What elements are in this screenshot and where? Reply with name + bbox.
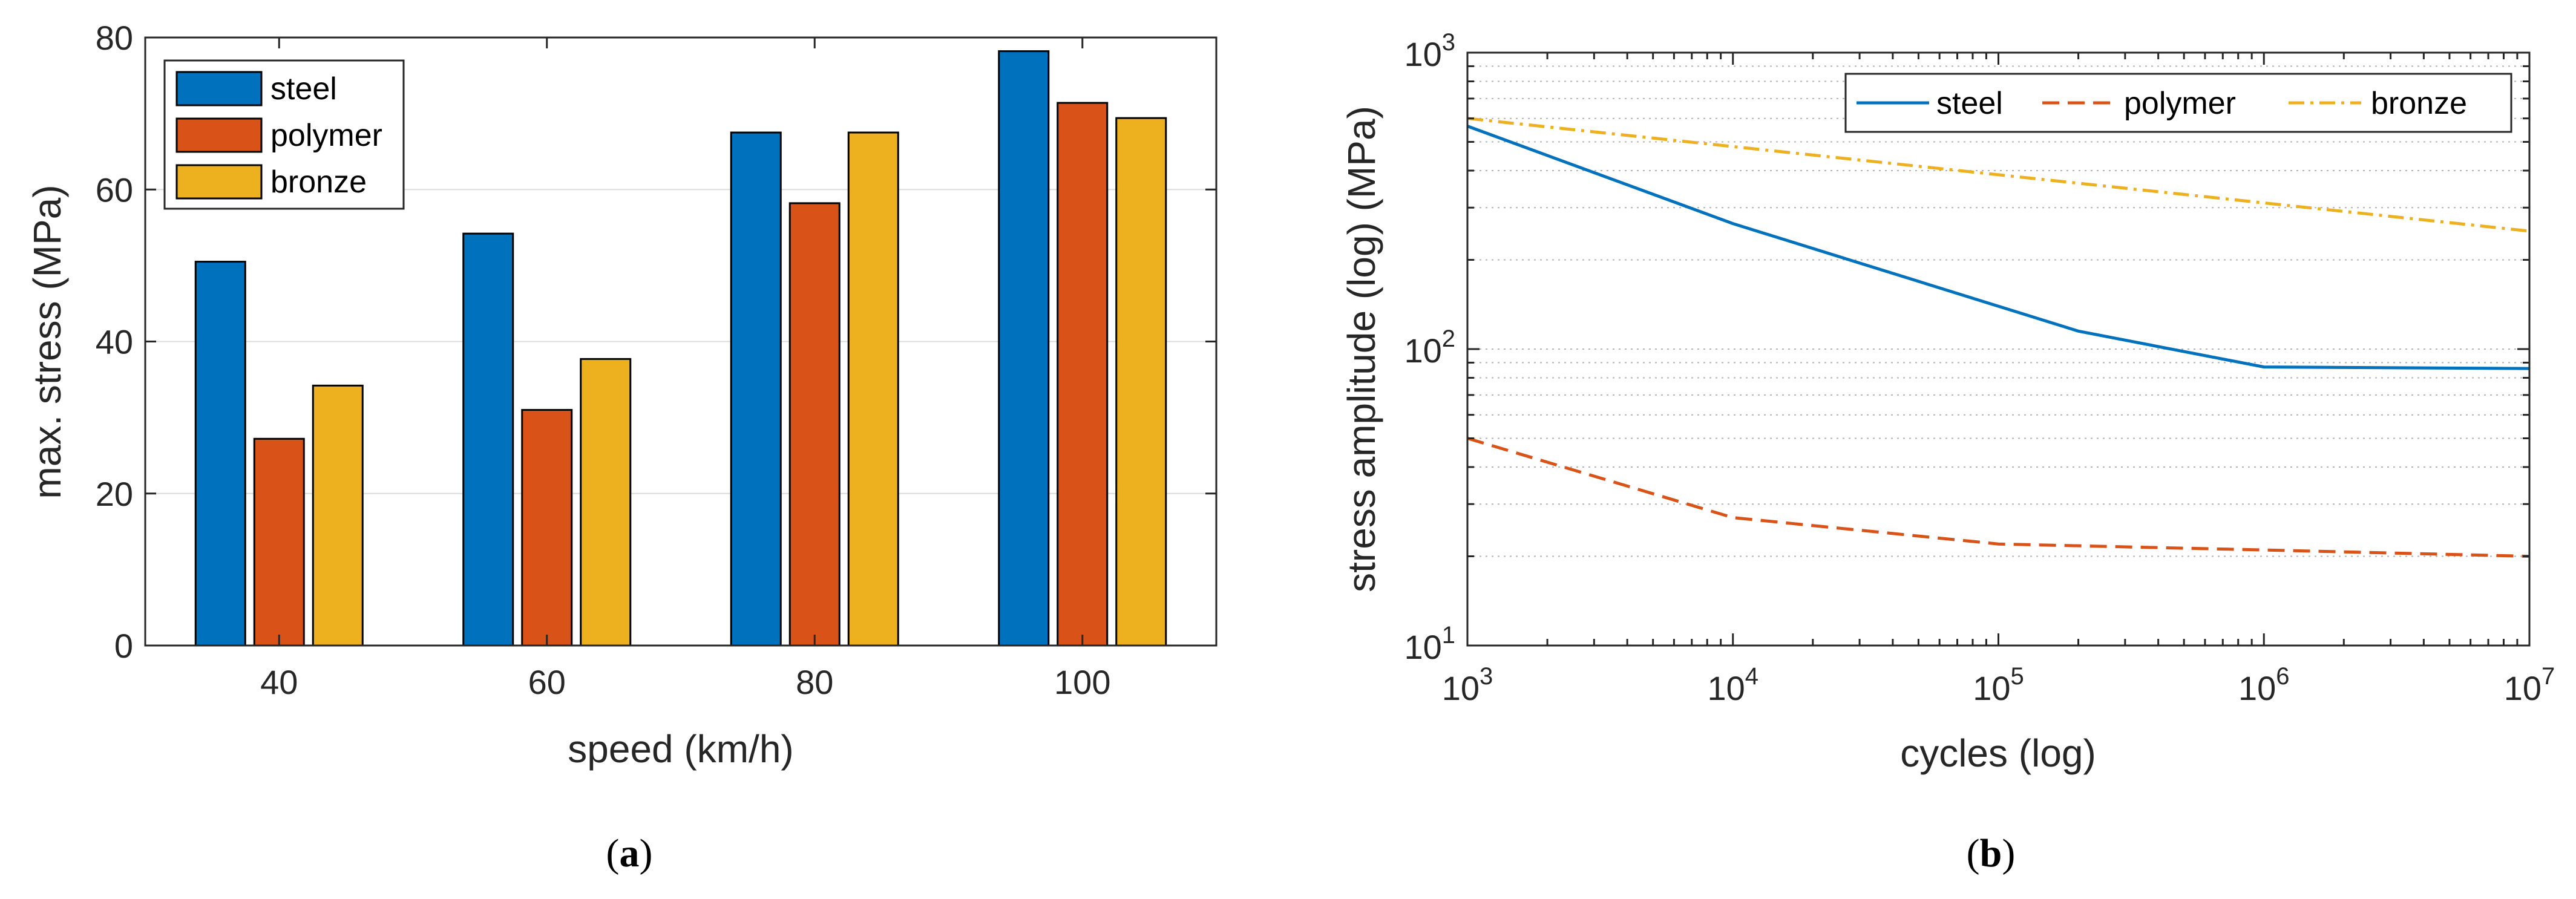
b-y-tick-label: 101 bbox=[1404, 622, 1455, 666]
b-y-tick-label: 103 bbox=[1404, 29, 1455, 73]
b-x-tick-label: 106 bbox=[2238, 663, 2290, 707]
b-x-tick-label: 107 bbox=[2504, 663, 2555, 707]
a-x-tick-label: 100 bbox=[1054, 663, 1110, 701]
a-legend-label-steel: steel bbox=[270, 71, 337, 106]
b-x-tick-label: 103 bbox=[1442, 663, 1493, 707]
b-y-tick-label: 102 bbox=[1404, 325, 1455, 370]
b-x-tick-label: 104 bbox=[1707, 663, 1758, 707]
a-bars bbox=[194, 50, 1167, 647]
a-bar-steel bbox=[998, 50, 1050, 647]
a-y-tick-label: 40 bbox=[96, 323, 133, 361]
a-x-tick-label: 80 bbox=[796, 663, 833, 701]
b-series-line-bronze bbox=[1467, 117, 2530, 233]
b-x-tick-label: 105 bbox=[1973, 663, 2024, 707]
a-bar-bronze bbox=[312, 384, 364, 647]
a-legend-swatch-bronze bbox=[175, 164, 263, 200]
b-legend: steel polymer bronze bbox=[1844, 73, 2512, 133]
b-panel-letter: b bbox=[1980, 831, 2002, 875]
b-x-axis-label: cycles (log) bbox=[1900, 731, 2096, 775]
a-bar-steel bbox=[730, 131, 782, 647]
a-y-tick-labels: 0 20 40 60 80 bbox=[96, 19, 133, 665]
a-legend-label-bronze: bronze bbox=[270, 165, 367, 200]
a-legend-swatch-polymer bbox=[175, 117, 263, 153]
a-ticks bbox=[145, 36, 1216, 647]
b-legend-label-bronze: bronze bbox=[2371, 86, 2467, 121]
a-legend-swatch-steel bbox=[175, 71, 263, 106]
a-panel-letter: a bbox=[620, 831, 640, 875]
b-legend-label-polymer: polymer bbox=[2124, 86, 2236, 121]
b-legend-label-steel: steel bbox=[1936, 86, 2003, 121]
b-series-line-steel bbox=[1467, 125, 2530, 370]
a-bar-steel bbox=[462, 232, 514, 647]
b-lines bbox=[1467, 117, 2530, 558]
b-legend-box bbox=[1844, 73, 2512, 133]
a-y-tick-label: 20 bbox=[96, 475, 133, 513]
a-bar-bronze bbox=[1115, 117, 1167, 647]
b-x-tick-labels: 103 104 105 106 107 bbox=[1442, 663, 2555, 707]
panel-b: 103 104 105 106 107 101 102 103 cycles (log) s… bbox=[1340, 29, 2555, 875]
a-bar-polymer bbox=[521, 409, 573, 647]
b-panel-caption: (b) bbox=[1967, 831, 2016, 875]
a-panel-caption: (a) bbox=[606, 831, 653, 875]
a-bar-polymer bbox=[1057, 102, 1109, 647]
a-legend: steel polymer bronze bbox=[163, 59, 405, 210]
a-y-tick-label: 60 bbox=[96, 171, 133, 209]
a-y-tick-label: 80 bbox=[96, 19, 133, 57]
a-x-axis-label: speed (km/h) bbox=[568, 727, 793, 771]
a-gridlines bbox=[145, 189, 1216, 494]
a-bar-steel bbox=[194, 261, 246, 647]
a-bar-bronze bbox=[580, 358, 632, 647]
b-series-line-polymer bbox=[1467, 437, 2530, 558]
b-y-axis-label: stress amplitude (log) (MPa) bbox=[1340, 106, 1383, 592]
a-x-tick-labels: 40 60 80 100 bbox=[260, 663, 1110, 701]
a-y-tick-label: 0 bbox=[114, 627, 133, 665]
b-ticks bbox=[1466, 53, 2529, 647]
a-bar-polymer bbox=[788, 202, 841, 647]
b-y-tick-labels: 101 102 103 bbox=[1404, 29, 1455, 666]
a-bar-bronze bbox=[847, 131, 899, 647]
a-x-tick-label: 40 bbox=[260, 663, 298, 701]
a-bar-polymer bbox=[253, 437, 305, 647]
panel-a: 0 20 40 60 80 40 60 80 100 speed (km/h) max. st… bbox=[25, 19, 1218, 875]
a-legend-label-polymer: polymer bbox=[270, 118, 382, 153]
b-gridlines bbox=[1467, 65, 2529, 557]
a-y-axis-label: max. stress (MPa) bbox=[25, 185, 69, 499]
a-x-tick-label: 60 bbox=[528, 663, 566, 701]
